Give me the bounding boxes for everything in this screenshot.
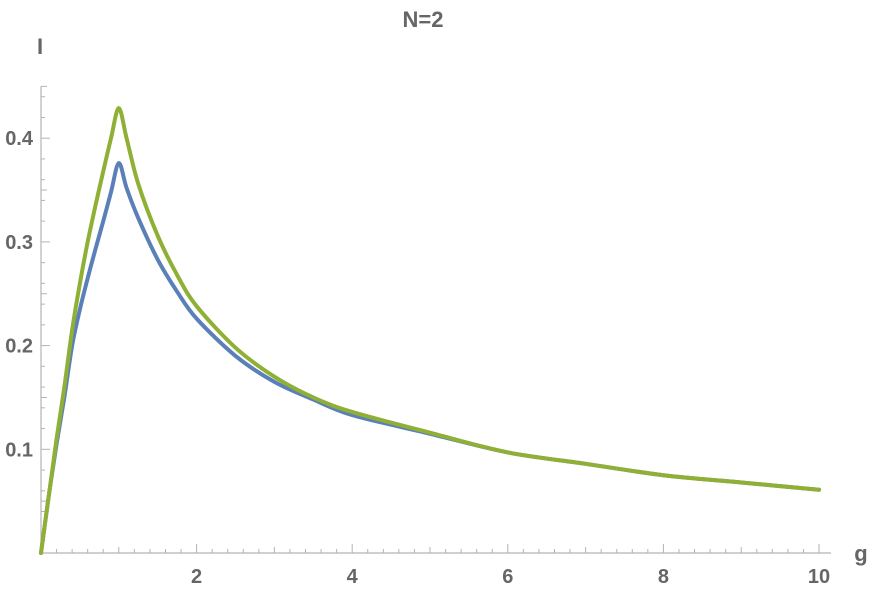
- x-tick-label: 2: [191, 566, 202, 588]
- x-tick-label: 6: [502, 566, 513, 588]
- x-tick-label: 8: [658, 566, 669, 588]
- axes: [40, 86, 831, 554]
- x-tick-label: 10: [808, 566, 830, 588]
- series-line-2: [39, 106, 821, 555]
- y-tick-label: 0.3: [5, 232, 33, 254]
- series-line-1: [39, 161, 821, 555]
- x-axis-label: g: [854, 541, 867, 566]
- y-tick-label: 0.1: [5, 439, 33, 461]
- y-tick-label: 0.4: [5, 128, 34, 150]
- ticks: 2 4 6 8 10 0.1 0.2 0.3 0.4: [5, 85, 830, 588]
- series-layer: [39, 106, 821, 555]
- chart-title: N=2: [403, 7, 444, 32]
- y-axis-label: I: [37, 34, 43, 59]
- x-tick-label: 4: [347, 566, 359, 588]
- y-tick-label: 0.2: [5, 336, 33, 358]
